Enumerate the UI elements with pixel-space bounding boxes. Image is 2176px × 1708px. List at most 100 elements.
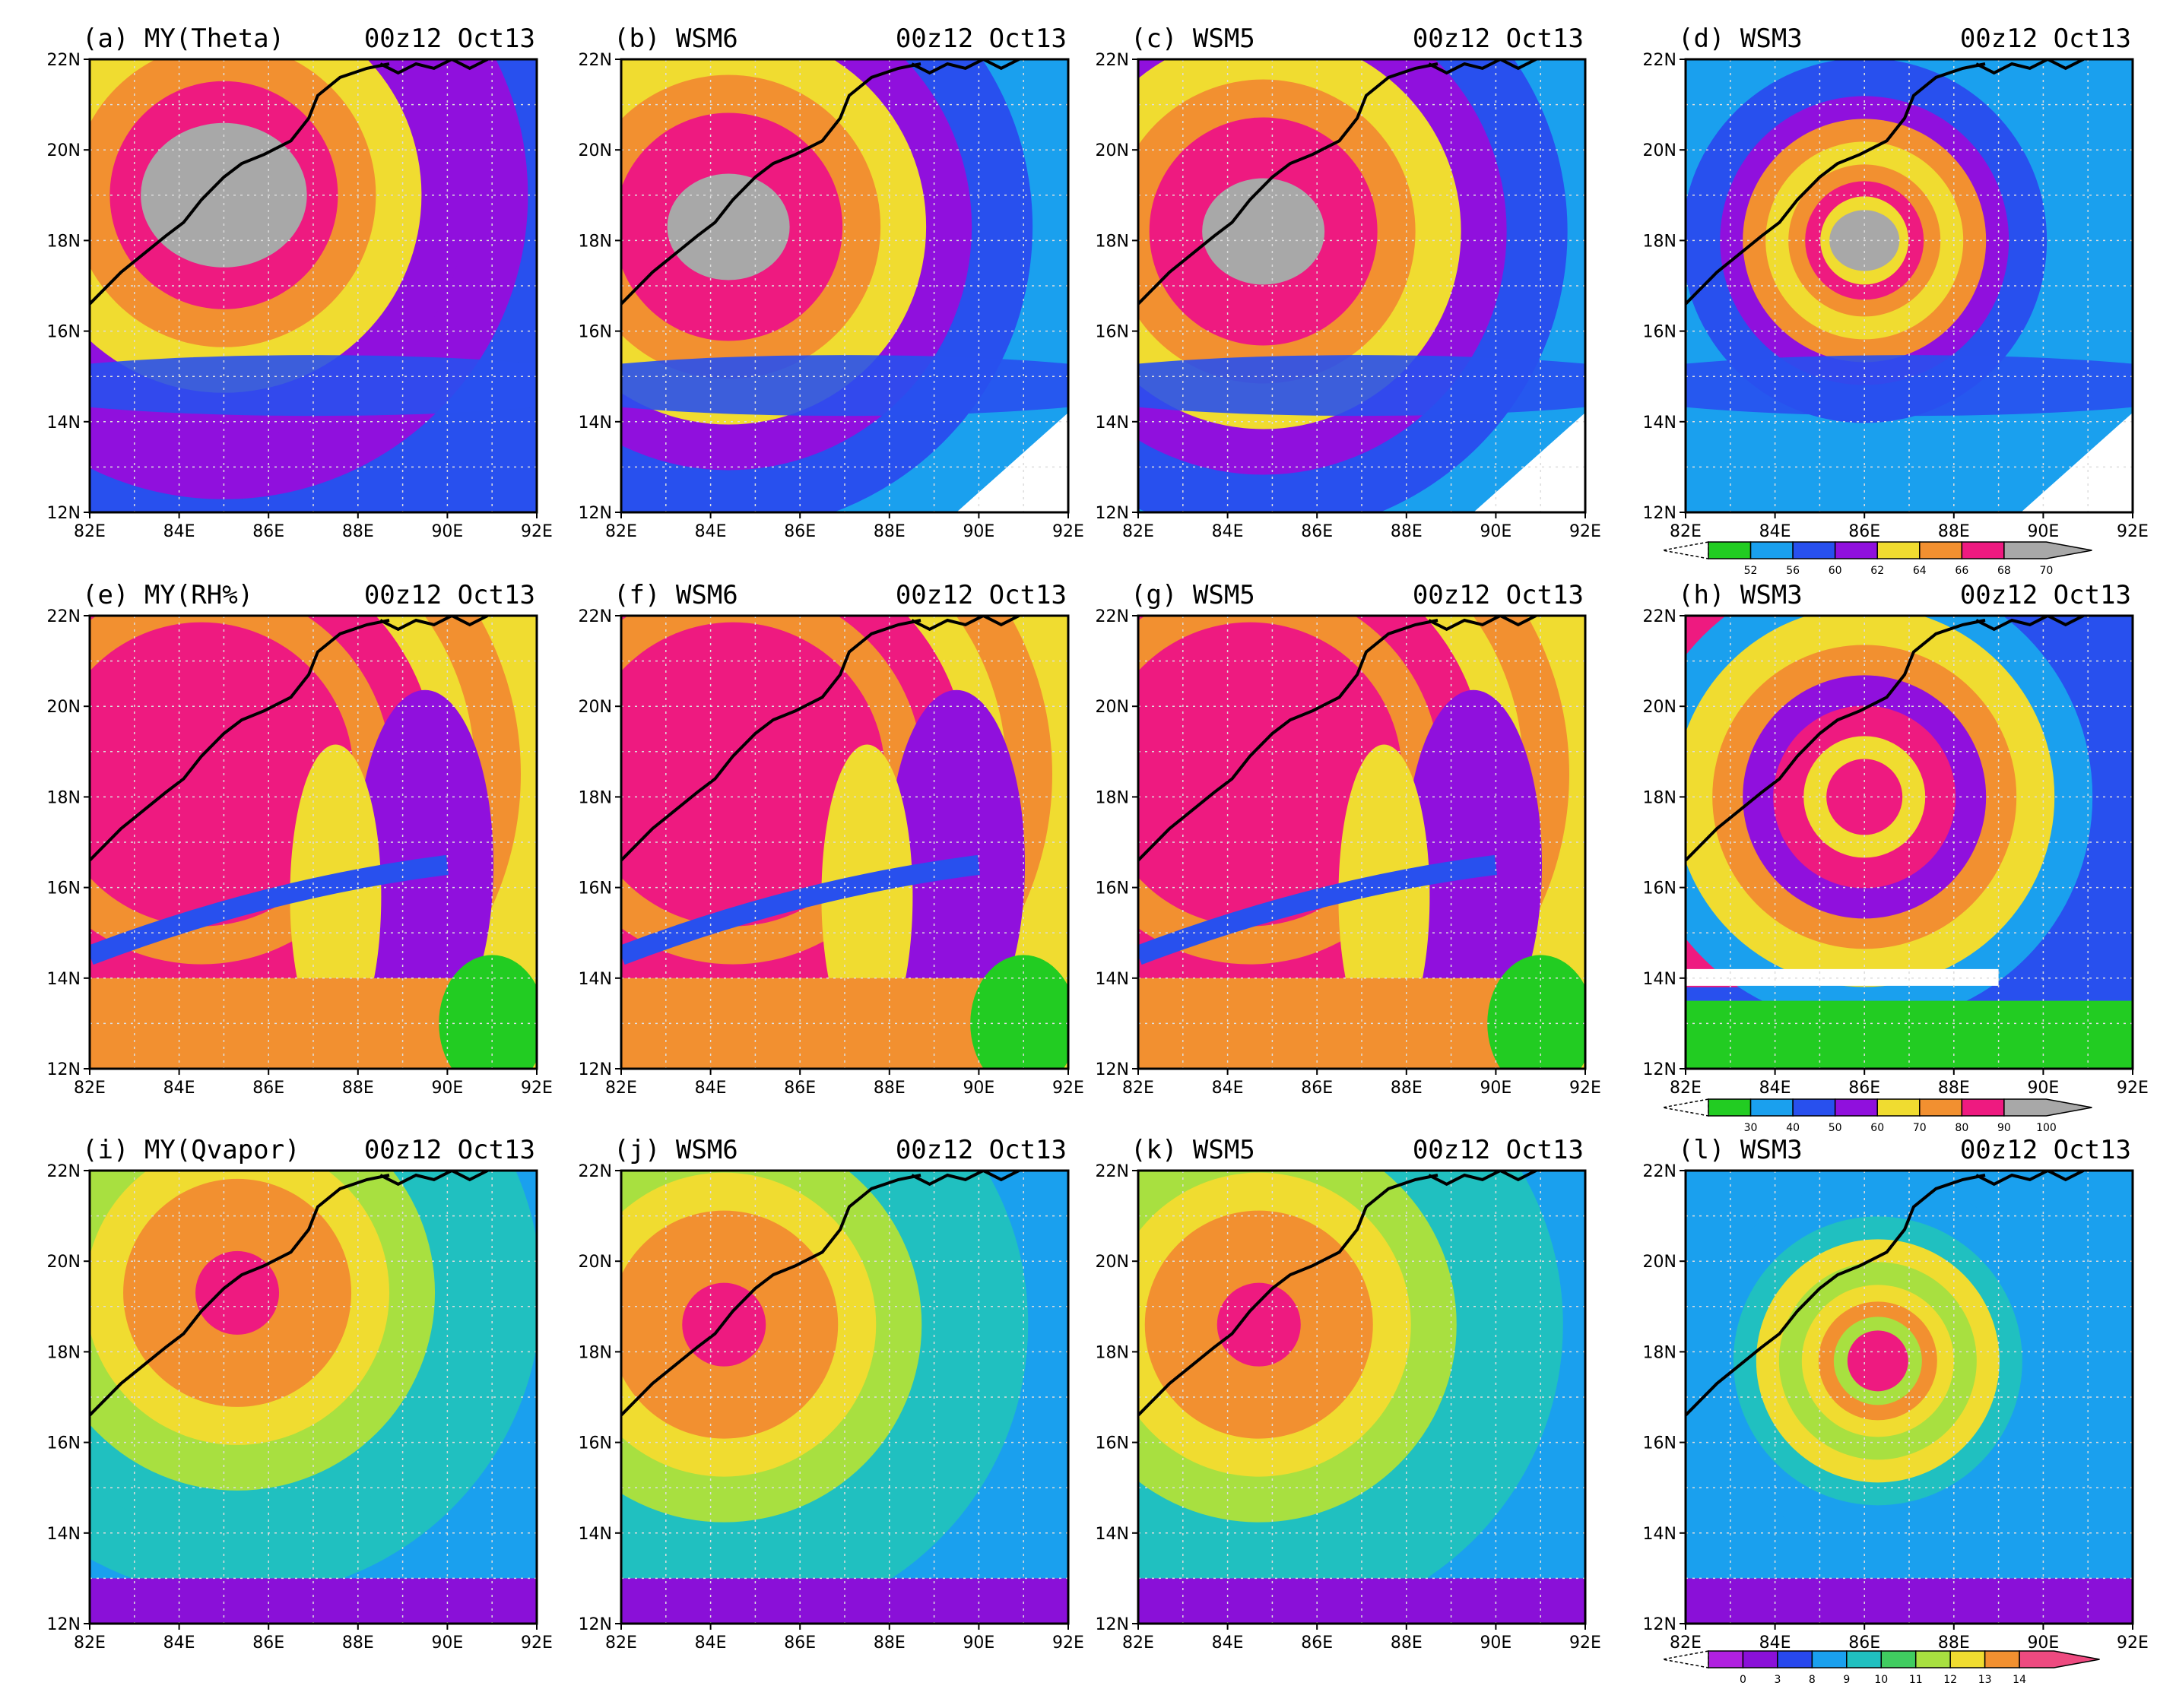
map-frame	[88, 58, 538, 514]
panel-timestamp: 00z12 Oct13	[364, 24, 535, 54]
map-panel-qvapor-2: 82E 84E 86E 88E 90E 92E 12N 14N 16N 18N 20N 22N(k) …	[1096, 1135, 1601, 1653]
y-tick-label: 18N	[1643, 788, 1676, 807]
colorbar-swatch	[1919, 1098, 1963, 1117]
y-tick-label: 18N	[579, 788, 612, 807]
coastline-delta	[379, 616, 489, 632]
y-tick-label: 12N	[1096, 1060, 1129, 1079]
map-frame	[620, 614, 1070, 1070]
field-shading	[1138, 1171, 1585, 1624]
colorbar-label: 68	[1997, 565, 2011, 577]
x-tick-label: 84E	[1759, 522, 1791, 541]
panel-title: (c) WSM5	[1131, 24, 1255, 54]
coastline	[90, 62, 390, 306]
y-tick-label: 12N	[1643, 1060, 1676, 1079]
y-tick-label: 18N	[579, 1343, 612, 1362]
coastline	[1686, 62, 1986, 306]
colorbar-label: 66	[1955, 565, 1968, 577]
colorbar-label: 11	[1909, 1674, 1923, 1686]
coastline	[90, 1174, 390, 1417]
x-tick-label: 92E	[521, 1079, 553, 1098]
x-tick-label: 90E	[1480, 1079, 1511, 1098]
panel-timestamp: 00z12 Oct13	[364, 1135, 535, 1165]
y-tick-label: 12N	[579, 1060, 612, 1079]
y-tick-label: 18N	[1643, 232, 1676, 251]
coastline	[1686, 1174, 1986, 1417]
coastline-delta	[1428, 59, 1537, 75]
colorbar-label: 30	[1744, 1122, 1758, 1134]
y-tick-label: 20N	[1643, 1253, 1676, 1272]
colorbar-label: 0	[1740, 1674, 1746, 1686]
coastline-delta	[1975, 1171, 2085, 1187]
map-grid	[1686, 1171, 2133, 1624]
x-tick-label: 90E	[1480, 522, 1511, 541]
x-tick-label: 82E	[1122, 522, 1154, 541]
y-tick-label: 20N	[47, 698, 81, 717]
y-tick-label: 22N	[47, 51, 81, 70]
x-tick-label: 86E	[784, 1634, 816, 1653]
y-tick-label: 16N	[1096, 879, 1129, 898]
x-tick-label: 88E	[874, 1634, 906, 1653]
colorbar-swatch	[1846, 1650, 1883, 1668]
x-tick-label: 90E	[1480, 1634, 1511, 1653]
colorbar-label: 10	[1874, 1674, 1888, 1686]
coastline-delta	[379, 1171, 489, 1187]
y-tick-label: 16N	[1643, 1434, 1676, 1453]
x-tick-label: 88E	[1391, 522, 1423, 541]
colorbar-label: 40	[1786, 1122, 1800, 1134]
field-shading	[1138, 616, 1585, 1069]
colorbar-label: 80	[1955, 1122, 1968, 1134]
y-tick-label: 22N	[1096, 1162, 1129, 1181]
panel-timestamp: 00z12 Oct13	[364, 580, 535, 610]
x-tick-label: 92E	[521, 522, 553, 541]
y-tick-label: 18N	[47, 1343, 81, 1362]
x-tick-label: 82E	[74, 1634, 106, 1653]
map-grid	[1686, 59, 2133, 512]
x-tick-label: 90E	[431, 522, 463, 541]
y-tick-label: 12N	[1096, 1615, 1129, 1634]
y-tick-label: 16N	[47, 323, 81, 342]
y-tick-label: 20N	[1096, 141, 1129, 160]
y-tick-label: 20N	[579, 141, 612, 160]
map-panel-rh-2: 82E 84E 86E 88E 90E 92E 12N 14N 16N 18N 20N 22N(g) …	[1096, 580, 1601, 1098]
y-tick-label: 22N	[1643, 607, 1676, 626]
y-tick-label: 22N	[1096, 51, 1129, 70]
x-tick-label: 92E	[521, 1634, 553, 1653]
colorbar-swatch	[2003, 541, 2092, 559]
y-tick-label: 12N	[1643, 1615, 1676, 1634]
map-frame	[620, 1169, 1070, 1625]
map-panel-qvapor-0: 82E 84E 86E 88E 90E 92E 12N 14N 16N 18N 20N 22N(i) …	[47, 1135, 553, 1653]
x-tick-label: 82E	[1670, 522, 1702, 541]
colorbar-swatch	[1811, 1650, 1848, 1668]
panel-title: (f) WSM6	[614, 580, 738, 610]
x-tick-label: 86E	[1301, 1079, 1333, 1098]
colorbar-rh: 30 40 50 60 70 80 90 100	[1662, 1098, 2092, 1134]
y-tick-label: 20N	[1096, 698, 1129, 717]
y-tick-label: 12N	[47, 1060, 81, 1079]
map-panel-qvapor-1: 82E 84E 86E 88E 90E 92E 12N 14N 16N 18N 20N 22N(j) …	[579, 1135, 1084, 1653]
colorbar-swatch	[1708, 1098, 1752, 1117]
map-frame	[1137, 1169, 1587, 1625]
x-tick-label: 84E	[1212, 1079, 1244, 1098]
y-tick-label: 16N	[1643, 879, 1676, 898]
x-tick-label: 82E	[605, 1634, 637, 1653]
coastline	[1138, 1174, 1439, 1417]
panel-timestamp: 00z12 Oct13	[896, 580, 1067, 610]
colorbar-swatch	[1792, 1098, 1836, 1117]
map-frame	[1137, 614, 1587, 1070]
x-tick-label: 84E	[1212, 522, 1244, 541]
x-tick-label: 84E	[163, 1634, 195, 1653]
colorbar-label: 64	[1913, 565, 1927, 577]
y-tick-label: 22N	[579, 51, 612, 70]
x-tick-label: 90E	[431, 1079, 463, 1098]
colorbar-swatch	[1742, 1650, 1778, 1668]
x-tick-label: 88E	[342, 522, 374, 541]
map-panel-theta-1: 82E 84E 86E 88E 90E 92E 12N 14N 16N 18N 20N 22N(b) …	[579, 24, 1084, 541]
x-tick-label: 82E	[1670, 1634, 1702, 1653]
y-tick-label: 16N	[579, 323, 612, 342]
x-tick-label: 82E	[1670, 1079, 1702, 1098]
coastline	[1138, 62, 1439, 306]
y-tick-label: 12N	[579, 1615, 612, 1634]
colorbar-swatch	[2019, 1650, 2100, 1668]
y-tick-label: 20N	[1643, 141, 1676, 160]
x-tick-label: 82E	[1122, 1634, 1154, 1653]
